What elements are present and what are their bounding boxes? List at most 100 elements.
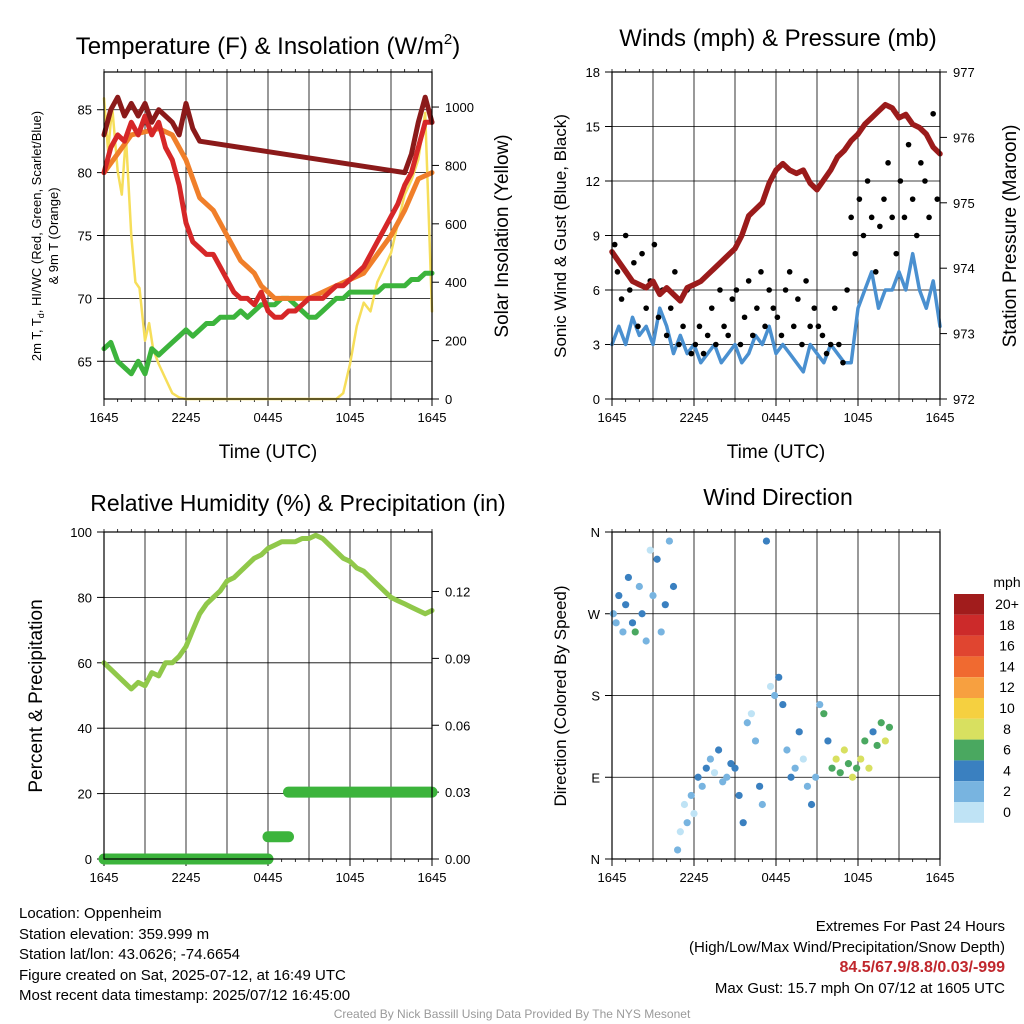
y-right-tick-label: 977 xyxy=(953,65,975,80)
gust-point xyxy=(897,178,904,184)
gust-point xyxy=(688,350,695,357)
legend-label: 4 xyxy=(1003,762,1011,778)
x-tick-label: 1645 xyxy=(90,410,119,425)
y-tick-label: 75 xyxy=(78,229,92,244)
gust-point xyxy=(778,332,785,339)
wind-direction-panel: 1645 2245 0445 1045 1645 N E S W N Wind Direction D… xyxy=(551,484,1021,885)
y-right-tick-label: 973 xyxy=(953,327,975,342)
wind-direction-point xyxy=(646,546,654,554)
wind-direction-point xyxy=(844,760,853,768)
y-right-tick-label: 0.09 xyxy=(445,651,470,666)
gust-point xyxy=(737,341,744,348)
wind-direction-point xyxy=(865,764,873,772)
x-tick-label: 1045 xyxy=(844,410,873,425)
y-right-tick-label: 600 xyxy=(445,217,467,232)
wind-direction-point xyxy=(783,746,791,754)
x-tick-label: 0445 xyxy=(762,410,791,425)
y-tick-label: 0 xyxy=(593,392,600,407)
winds-pressure-panel: 1645 2245 0445 1045 1645 0 3 6 9 12 15 18 972 973 974 9… xyxy=(551,25,1021,463)
gust-point xyxy=(672,269,678,275)
gust-point xyxy=(774,314,781,321)
wind-direction-point xyxy=(799,755,807,763)
wind-direction-point xyxy=(795,728,803,736)
y-right-tick-label: 0 xyxy=(445,392,452,407)
location-text: Location: Oppenheim xyxy=(19,905,162,922)
elevation-text: Station elevation: 359.999 m xyxy=(19,925,210,943)
gust-point xyxy=(836,341,842,348)
gust-point xyxy=(639,250,645,257)
gust-point xyxy=(864,178,871,184)
gust-point xyxy=(807,323,813,330)
gust-point xyxy=(790,323,797,330)
wind-direction-point xyxy=(731,764,739,772)
gust-point xyxy=(696,323,703,330)
gust-point xyxy=(655,314,662,321)
gust-point xyxy=(700,350,707,357)
gust-point xyxy=(889,214,895,221)
legend-swatch xyxy=(954,781,984,802)
gust-point xyxy=(918,160,924,166)
gust-point xyxy=(860,232,867,239)
wind-direction-point xyxy=(631,628,639,636)
gust-point xyxy=(782,287,789,293)
gust-point xyxy=(713,341,719,348)
wind-direction-point xyxy=(756,782,764,790)
legend-label: 16 xyxy=(999,638,1015,654)
wind-direction-point xyxy=(638,610,646,618)
gust-point xyxy=(626,287,633,293)
wind-direction-point xyxy=(853,764,861,772)
gust-point xyxy=(762,323,768,330)
sonic-wind-line xyxy=(610,251,942,374)
gust-point xyxy=(663,332,670,339)
x-tick-label: 1645 xyxy=(598,410,627,425)
gust-point xyxy=(786,269,793,275)
wind-direction-point xyxy=(624,573,633,582)
gust-point xyxy=(819,332,826,339)
gust-point xyxy=(717,287,723,293)
wind-direction-point xyxy=(661,601,669,609)
wind-direction-point xyxy=(775,673,783,681)
legend-swatch xyxy=(954,739,984,761)
gust-point xyxy=(611,241,618,248)
gust-point xyxy=(905,141,912,148)
station-info: Location: Oppenheim Station elevation: 3… xyxy=(19,904,350,1007)
wind-direction-point xyxy=(635,582,643,591)
wind-direction-point xyxy=(816,700,824,709)
max-gust-text: Max Gust: 15.7 mph On 07/12 at 1605 UTC xyxy=(714,979,1005,997)
legend-label: 12 xyxy=(999,679,1015,695)
extremes-values: 84.5/67.9/8.8/0.03/-999 xyxy=(839,959,1005,976)
gust-point xyxy=(643,305,649,311)
plot-frame xyxy=(103,531,433,860)
y-tick-label: N xyxy=(591,852,600,867)
wind-direction-point xyxy=(694,773,702,781)
x-tick-label: 1645 xyxy=(418,870,447,885)
wind-direction-point xyxy=(702,764,710,772)
relative-humidity-line xyxy=(101,532,435,692)
wind-direction-point xyxy=(803,782,812,790)
gust-point xyxy=(704,332,711,339)
y-axis-label-left: Direction (Colored By Speed) xyxy=(551,585,570,806)
chart-title: Wind Direction xyxy=(703,484,853,510)
wind-direction-point xyxy=(869,728,877,736)
wind-direction-point xyxy=(881,737,889,745)
gust-point xyxy=(934,196,941,202)
wind-direction-point xyxy=(787,773,795,781)
gust-point xyxy=(667,305,674,311)
series-line-heat-index-scarlet- xyxy=(101,94,435,176)
y-tick-label: 60 xyxy=(78,656,92,671)
gust-point xyxy=(922,178,928,184)
y-tick-label: 100 xyxy=(70,525,92,540)
gust-point xyxy=(635,323,641,330)
temperature-insolation-panel: 1645 2245 0445 1045 1645 65 70 75 80 85 0 200 400 600… xyxy=(29,31,513,463)
wind-direction-point xyxy=(680,800,689,809)
x-tick-label: 2245 xyxy=(680,410,709,425)
extremes-info: Extremes For Past 24 Hours (High/Low/Max… xyxy=(689,917,1005,999)
x-tick-label: 2245 xyxy=(680,870,709,885)
y-right-tick-label: 0.03 xyxy=(445,785,470,800)
wind-direction-point xyxy=(698,782,706,790)
y-tick-label: 85 xyxy=(78,103,92,118)
x-tick-label: 1645 xyxy=(598,870,627,885)
series-line-2m-t xyxy=(101,113,435,320)
legend-swatch xyxy=(954,614,984,636)
